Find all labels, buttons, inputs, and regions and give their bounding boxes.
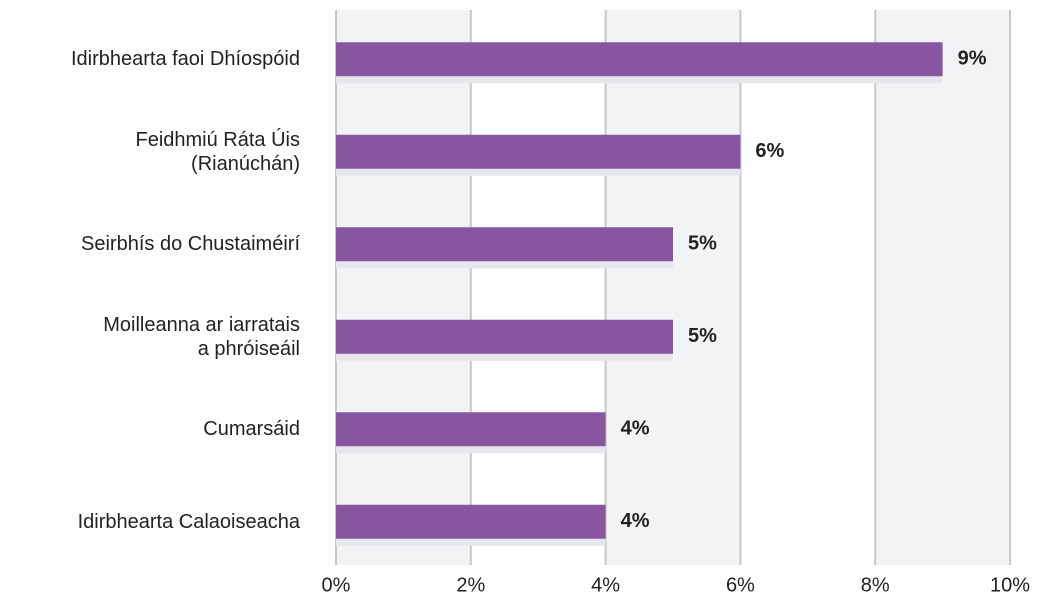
column-band [875, 10, 1010, 565]
bar [336, 504, 606, 539]
x-tick-label: 2% [456, 574, 485, 596]
value-label: 5% [688, 233, 717, 255]
x-tick-label: 8% [861, 574, 890, 596]
category-label: Moilleanna ar iarratais a phróiseáil [103, 313, 300, 360]
bar [336, 42, 943, 77]
x-tick-label: 4% [591, 574, 620, 596]
bar [336, 319, 673, 354]
x-tick-label: 10% [990, 574, 1030, 596]
column-band [336, 10, 471, 565]
value-label: 5% [688, 325, 717, 347]
bar [336, 412, 606, 447]
category-label: Idirbhearta faoi Dhíospóid [70, 48, 300, 71]
category-label: Seirbhís do Chustaiméirí [81, 233, 300, 256]
x-tick-label: 0% [322, 574, 351, 596]
x-tick-label: 6% [726, 574, 755, 596]
value-label: 6% [755, 140, 784, 162]
category-label: Idirbhearta Calaoiseacha [77, 510, 300, 533]
value-label: 9% [958, 48, 987, 70]
category-label: Cumarsáid [203, 418, 300, 441]
value-label: 4% [621, 418, 650, 440]
category-label: Feidhmiú Ráta Úis (Rianúchán) [135, 128, 300, 175]
bar [336, 134, 741, 169]
column-band [605, 10, 741, 565]
value-label: 4% [621, 510, 650, 532]
bar [336, 227, 673, 262]
